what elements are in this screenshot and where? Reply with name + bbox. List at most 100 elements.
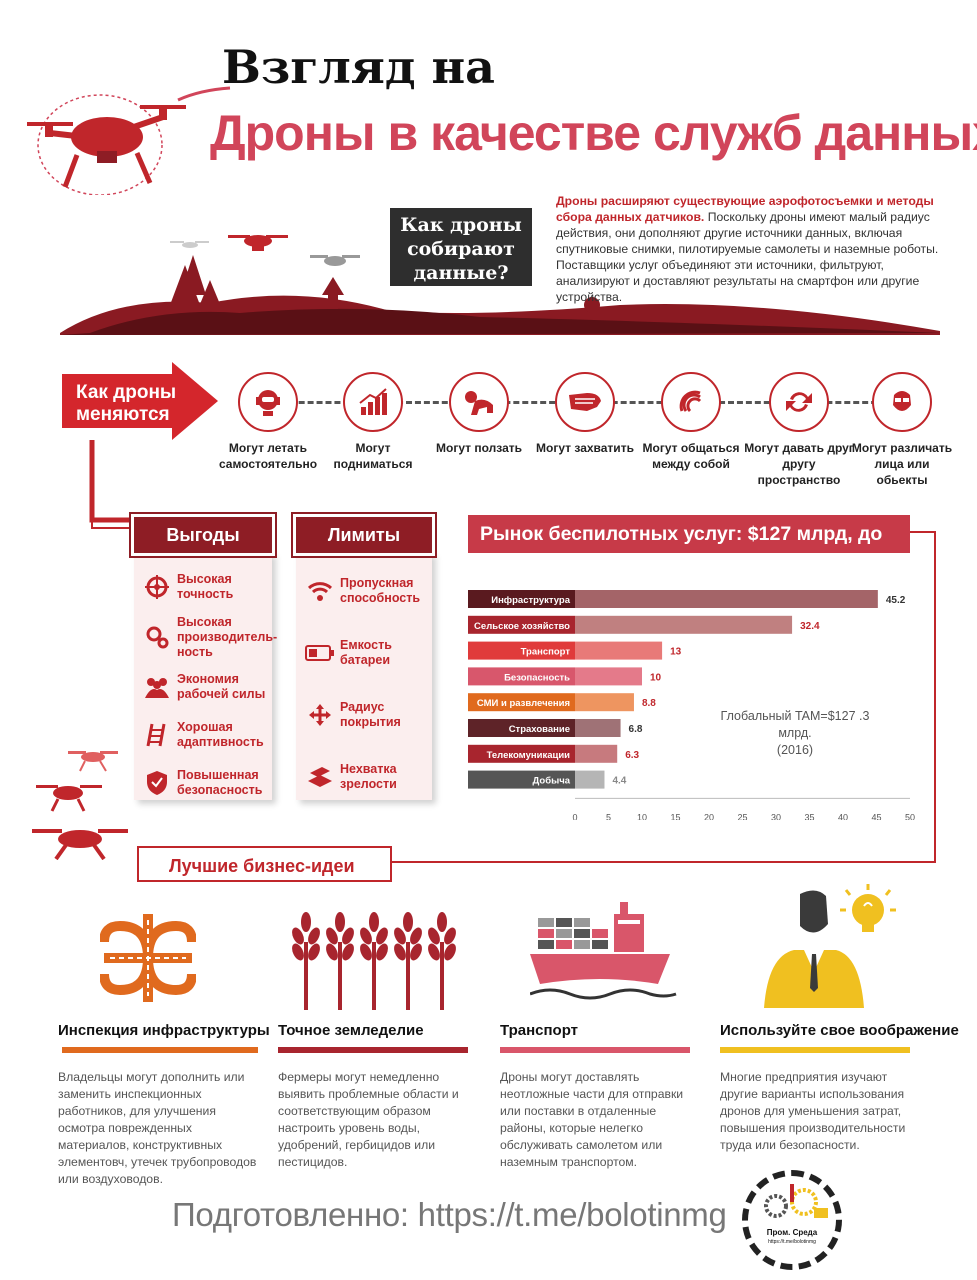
- bar-category-label-bg: [468, 615, 575, 634]
- how-box-line2: собирают: [407, 238, 515, 260]
- change-item: Могут подниматься: [318, 372, 428, 472]
- logo-badge: Пром. Среда https://t.me/bolotinmg: [742, 1170, 842, 1270]
- signal-icon: [661, 372, 721, 432]
- market-note: Глобальный TAM=$127 .3 млрд. (2016): [710, 708, 880, 759]
- face-icon: [872, 372, 932, 432]
- move-arrows-icon: [300, 702, 340, 728]
- footer-credit: Подготовленно: https://t.me/bolotinmg: [172, 1196, 727, 1233]
- how-drones-collect-box: Как дроны собирают данные?: [390, 208, 532, 286]
- change-label: Как дроны меняются: [76, 382, 176, 426]
- market-title: Рынок беспилотных услуг: $127 млрд, до 2…: [468, 515, 910, 583]
- change-item-label: Могут ползать: [436, 441, 522, 455]
- change-item-label: Могут давать друг другу пространство: [744, 441, 854, 487]
- business-column-title: Инспекция инфраструктуры: [58, 1022, 270, 1039]
- bar-category-label-bg: [468, 744, 575, 763]
- business-column-bar: [62, 1047, 258, 1053]
- change-item-label: Могут общаться между собой: [642, 441, 740, 471]
- change-item: Могут различать лица или обьекты: [849, 372, 955, 488]
- bar-category-label: Страхование: [509, 724, 570, 735]
- benefit-label: Высокая производитель-ность: [177, 614, 278, 659]
- benefit-label: Высокая точность: [177, 572, 234, 601]
- change-label-line1: Как дроны: [76, 382, 177, 403]
- limits-list: Пропускная способность Емкость батареи Р…: [300, 560, 436, 808]
- business-column: Точное земледелие Фермеры могут немедлен…: [278, 1022, 474, 1171]
- gears-icon: [137, 624, 177, 650]
- benefit-label: Повышенная безопасность: [177, 768, 263, 797]
- grab-hand-icon: [555, 372, 615, 432]
- bar-value-label: 8.8: [642, 698, 656, 709]
- benefits-list: Высокая точность Высокая производитель-н…: [137, 563, 278, 807]
- benefit-item: Высокая точность: [137, 563, 275, 611]
- change-item-label: Могут летать самостоятельно: [218, 441, 318, 471]
- small-drones-illustration: [32, 751, 128, 860]
- x-tick-label: 10: [637, 812, 647, 820]
- bar: [575, 641, 663, 660]
- wifi-icon: [300, 578, 340, 604]
- business-column-title: Используйте свое воображение: [720, 1022, 959, 1039]
- x-tick-label: 15: [670, 812, 680, 820]
- bar-value-label: 6.3: [625, 750, 639, 761]
- growth-chart-icon: [343, 372, 403, 432]
- benefit-item: Повышенная безопасность: [137, 759, 275, 807]
- bar: [575, 615, 793, 634]
- business-column-text: Владельцы могут дополнить или заменить и…: [58, 1070, 257, 1186]
- market-note-line1: Глобальный TAM=$127 .3 млрд.: [720, 709, 870, 740]
- logo-subtitle: https://t.me/bolotinmg: [768, 1239, 816, 1245]
- logo-title: Пром. Среда: [766, 1228, 818, 1237]
- page-title-line1: Взгляд на: [222, 40, 495, 94]
- bar-category-label-bg: [468, 719, 575, 737]
- x-tick-label: 0: [572, 812, 577, 820]
- limits-title: Лимиты: [293, 514, 435, 556]
- benefit-label: Хорошая адаптивность: [177, 720, 264, 749]
- business-column-text: Дроны могут доставлять неотложные части …: [500, 1070, 684, 1169]
- bar-category-label: Инфраструктура: [491, 595, 570, 606]
- landscape-illustration: [60, 235, 940, 335]
- bar-value-label: 32.4: [800, 621, 820, 632]
- bar-category-label-bg: [468, 641, 575, 660]
- bar-category-label-bg: [468, 667, 575, 686]
- limit-label: Емкость батареи: [340, 638, 392, 667]
- bar-category-label: Транспорт: [521, 647, 571, 658]
- bar-value-label: 45.2: [886, 595, 906, 606]
- x-tick-label: 50: [905, 812, 915, 820]
- bar-category-label: Добыча: [533, 776, 571, 787]
- x-tick-label: 45: [871, 812, 881, 820]
- benefit-label: Экономия рабочей силы: [177, 672, 266, 701]
- bar: [575, 693, 634, 712]
- bar-category-label: Безопасность: [504, 672, 570, 683]
- market-bar-chart: Инфраструктура 45.2 Сельское хозяйство 32.4…: [468, 590, 915, 820]
- business-column-bar: [720, 1047, 910, 1053]
- businessman-icon: [764, 884, 896, 1008]
- limit-item: Радиус покрытия: [300, 684, 436, 746]
- business-column-text: Фермеры могут немедленно выявить проблем…: [278, 1070, 459, 1169]
- benefit-item: Хорошая адаптивность: [137, 711, 275, 759]
- business-column-title: Транспорт: [500, 1022, 579, 1039]
- battery-icon: [300, 643, 340, 663]
- people-icon: [137, 674, 177, 700]
- bar: [575, 667, 642, 686]
- logo-gears-icon: [764, 1184, 828, 1218]
- bar-category-label: Сельское хозяйство: [474, 621, 570, 632]
- bar-value-label: 10: [650, 672, 662, 683]
- infrastructure-icon: [100, 914, 196, 1002]
- market-note-line2: (2016): [776, 743, 814, 757]
- x-tick-label: 5: [606, 812, 611, 820]
- bar-category-label: Телекомуникации: [487, 750, 571, 761]
- change-item: Могут общаться между собой: [636, 372, 746, 472]
- limit-item: Емкость батареи: [300, 622, 436, 684]
- bar-value-label: 4.4: [612, 776, 626, 787]
- x-tick-label: 40: [838, 812, 848, 820]
- business-ideas-title: Лучшие бизнес-идеи: [137, 846, 392, 882]
- change-label-line2: меняются: [76, 404, 170, 425]
- limit-item: Нехватка зрелости: [300, 746, 436, 808]
- limit-label: Нехватка зрелости: [340, 762, 397, 791]
- bar-category-label-bg: [468, 590, 575, 608]
- bar-value-label: 6.8: [629, 724, 643, 735]
- main-drone-illustration: [27, 94, 186, 195]
- business-column: Инспекция инфраструктуры Владельцы могут…: [58, 1022, 270, 1188]
- change-item-label: Могут захватить: [536, 441, 634, 455]
- ladder-icon: [137, 722, 177, 748]
- target-icon: [137, 574, 177, 600]
- brick-icon: [300, 765, 340, 789]
